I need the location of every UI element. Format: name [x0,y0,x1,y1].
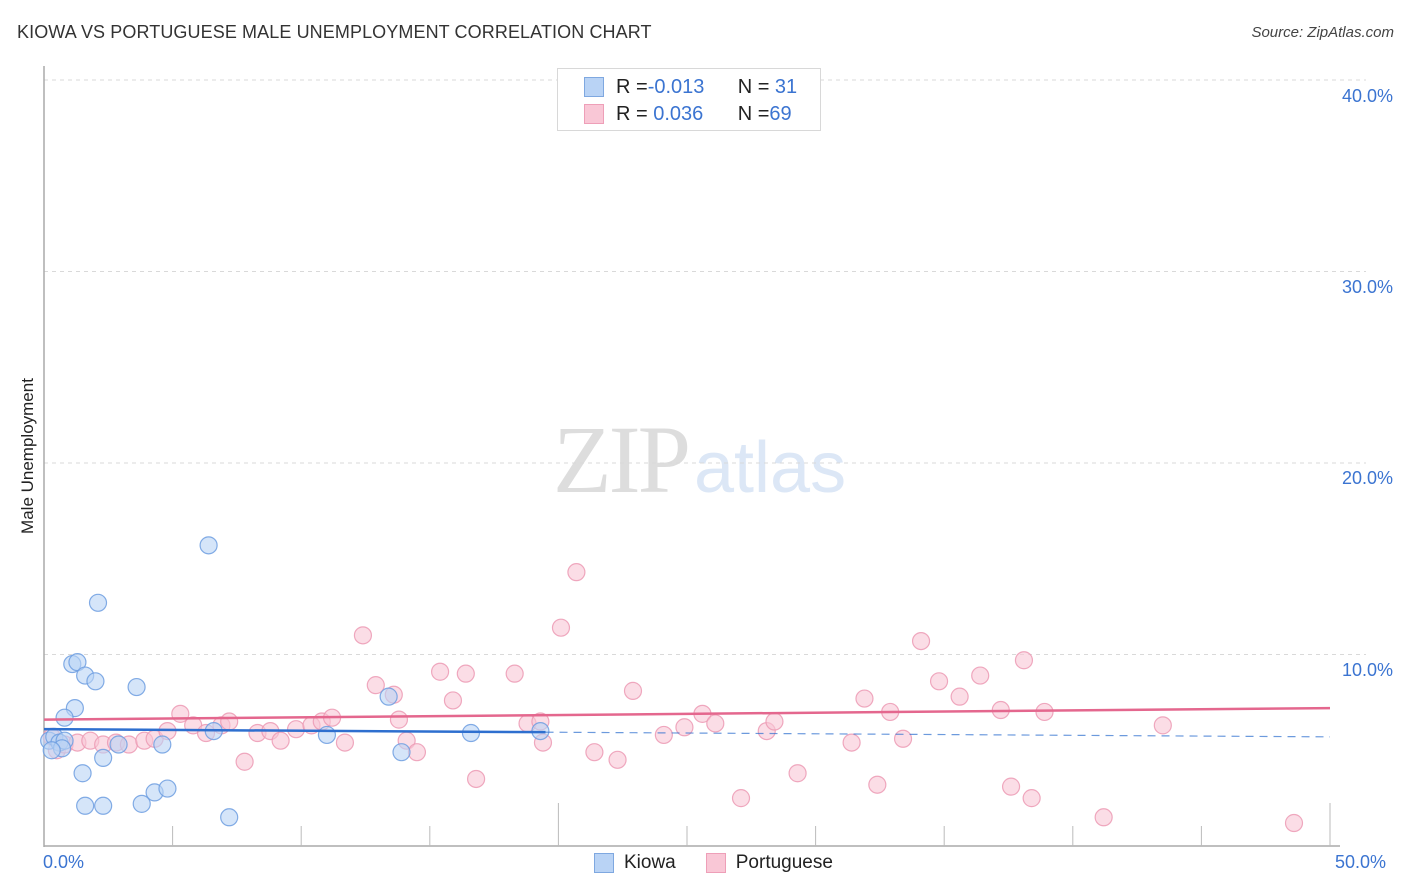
portuguese-point [456,664,475,683]
portuguese-point [567,563,586,582]
portuguese-point [443,691,463,710]
portuguese-legend-swatch [705,853,726,873]
kiowa-point [199,536,218,555]
portuguese-point [1284,813,1304,833]
portuguese-point [271,731,290,750]
kiowa-r-value: -0.013 [647,75,705,98]
kiowa-point [317,725,337,745]
source-label: Source: ZipAtlas.com [1251,24,1394,41]
portuguese-r-label: R = [616,102,648,125]
kiowa-r-label: R = [616,75,648,98]
kiowa-point [153,735,172,754]
kiowa-point [109,735,128,754]
kiowa-point [461,723,481,743]
portuguese-n-label: N = [737,102,770,125]
portuguese-point [466,769,486,789]
portuguese-point [1153,716,1172,735]
portuguese-point [654,725,673,745]
portuguese-trend-line [43,706,1331,721]
x-tick-50: 50.0% [1335,852,1387,872]
kiowa-point [86,672,105,691]
chart-title: KIOWA VS PORTUGUESE MALE UNEMPLOYMENT CO… [17,22,652,42]
portuguese-point [675,718,694,737]
portuguese-point [389,710,409,729]
portuguese-point [286,720,306,739]
portuguese-point [971,666,990,685]
y-tick-30: 30.0% [1341,277,1393,297]
series-legend: Kiowa Portuguese [594,852,863,874]
portuguese-point [929,672,949,691]
kiowa-point [94,748,113,768]
y-tick-10: 10.0% [1341,660,1393,680]
portuguese-point [551,618,571,637]
kiowa-point [132,794,151,813]
kiowa-point [220,808,239,827]
kiowa-n-label: N = [737,75,770,98]
kiowa-point [55,708,74,727]
portuguese-point [366,676,385,695]
portuguese-point [505,664,524,683]
portuguese-r-value: 0.036 [647,102,704,125]
kiowa-point [379,687,398,706]
y-tick-20: 20.0% [1341,468,1393,488]
portuguese-point [1094,808,1113,827]
portuguese-point [893,729,913,748]
portuguese-point [1001,777,1021,796]
portuguese-point [220,712,239,731]
kiowa-point [42,741,61,760]
portuguese-point [855,689,874,708]
portuguese-point [911,631,931,651]
stats-legend: R = -0.013 N = 31 R = 0.036 N = 69 [557,68,821,131]
legend-item-kiowa[interactable]: Kiowa [594,852,676,874]
portuguese-point [868,775,887,794]
portuguese-point [353,626,373,645]
kiowa-legend-swatch [594,853,614,873]
kiowa-point [73,764,92,783]
kiowa-trend-line [43,727,546,734]
kiowa-legend-label: Kiowa [624,852,676,873]
portuguese-point [608,750,627,769]
kiowa-point [127,677,146,697]
portuguese-point [842,733,861,752]
portuguese-point [706,714,725,733]
legend-item-portuguese[interactable]: Portuguese [705,852,833,874]
portuguese-point [731,789,751,808]
portuguese-n-value: 69 [769,102,792,125]
kiowa-point [76,796,95,815]
kiowa-point [158,779,177,798]
portuguese-point [430,662,450,681]
kiowa-point [88,593,108,612]
portuguese-point [585,743,604,762]
stats-legend-kiowa: R = -0.013 N = 31 [584,74,797,100]
kiowa-point [392,743,411,762]
kiowa-point [94,796,113,815]
y-axis-label: Male Unemployment [18,378,37,534]
portuguese-swatch [584,104,604,124]
y-tick-40: 40.0% [1341,86,1393,106]
portuguese-point [1014,651,1034,670]
x-tick-0: 0.0% [43,852,85,872]
portuguese-point [950,687,969,706]
portuguese-point [335,733,355,752]
portuguese-point [235,752,254,771]
stats-legend-portuguese: R = 0.036 N = 69 [584,101,792,127]
portuguese-point [788,764,807,783]
kiowa-trend-line-extrapolated [545,731,1331,738]
portuguese-point [1022,789,1041,808]
kiowa-point [68,653,87,672]
portuguese-point [765,712,784,731]
portuguese-point [407,743,427,762]
portuguese-legend-label: Portuguese [735,852,833,873]
kiowa-swatch [584,77,604,97]
kiowa-n-value: 31 [769,75,798,98]
portuguese-point [623,681,643,700]
